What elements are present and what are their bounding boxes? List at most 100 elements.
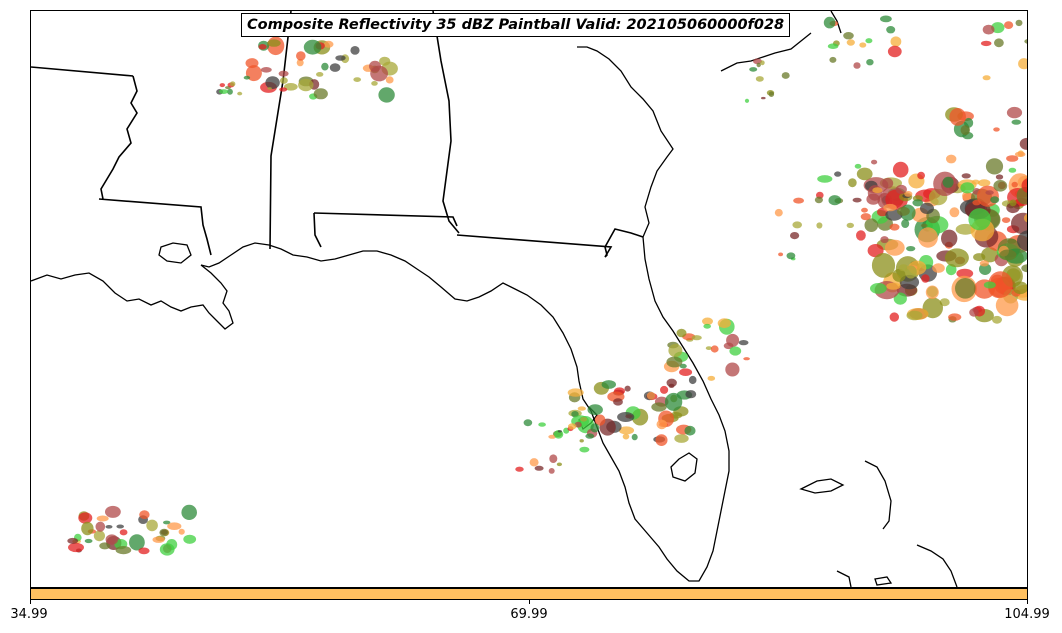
coast-louisiana — [31, 264, 234, 330]
reflectivity-blob — [651, 402, 667, 412]
reflectivity-blob — [972, 199, 981, 206]
reflectivity-blob — [557, 430, 562, 433]
reflectivity-blob — [792, 221, 802, 229]
reflectivity-blob — [985, 158, 1004, 175]
reflectivity-blob — [884, 239, 905, 256]
reflectivity-blob — [95, 521, 106, 532]
state-border-al-ga — [432, 11, 460, 234]
reflectivity-blob — [219, 83, 225, 88]
reflectivity-blob — [895, 184, 907, 195]
reflectivity-blob — [567, 388, 584, 397]
state-border-la-ms — [98, 198, 212, 256]
reflectivity-blob — [834, 171, 842, 177]
reflectivity-blob — [660, 385, 669, 394]
reflectivity-blob — [729, 346, 742, 356]
colorbar-tick-left — [30, 600, 31, 604]
reflectivity-blob — [1008, 167, 1017, 173]
reflectivity-blob — [749, 67, 758, 72]
reflectivity-blob — [1021, 264, 1027, 273]
reflectivity-blob — [335, 55, 346, 61]
reflectivity-blob — [78, 512, 93, 524]
reflectivity-blob — [973, 253, 986, 262]
reflectivity-blob — [631, 433, 638, 441]
reflectivity-blob — [183, 534, 197, 544]
reflectivity-blob — [1021, 178, 1027, 193]
reflectivity-blob — [889, 223, 900, 231]
reflectivity-blob — [778, 252, 784, 257]
reflectivity-blob — [983, 281, 996, 289]
reflectivity-blob — [378, 87, 395, 103]
reflectivity-blob — [880, 15, 892, 23]
reflectivity-blob — [738, 340, 749, 346]
reflectivity-blob — [816, 222, 823, 229]
reflectivity-blob — [956, 268, 974, 279]
reflectivity-blob — [105, 505, 121, 518]
reflectivity-blob — [84, 538, 93, 544]
reflectivity-blob — [886, 282, 901, 290]
coastline — [31, 11, 958, 587]
reflectivity-blob — [279, 87, 288, 92]
reflectivity-blob — [753, 58, 762, 65]
reflectivity-blob — [624, 385, 631, 392]
reflectivity-blob — [871, 159, 878, 165]
small-island — [874, 576, 893, 586]
reflectivity-blob — [793, 197, 804, 204]
reflectivity-blob — [313, 88, 328, 100]
cuba-coast-west — [836, 570, 852, 587]
colorbar-tick-mid — [529, 600, 530, 604]
coast-atlantic-ga-sc — [577, 46, 674, 238]
reflectivity-blob — [618, 426, 635, 435]
reflectivity-blob — [329, 63, 341, 72]
reflectivity-blob — [298, 78, 314, 92]
reflectivity-blob — [993, 127, 1000, 132]
reflectivity-blob — [872, 187, 883, 194]
state-border-ms-al — [269, 11, 292, 250]
reflectivity-blob — [710, 345, 719, 353]
reflectivity-blob — [871, 253, 896, 278]
reflectivity-blob — [846, 39, 855, 46]
reflectivity-blob — [856, 230, 866, 241]
reflectivity-blob — [790, 232, 800, 240]
reflectivity-blob — [1006, 106, 1023, 119]
reflectivity-blob — [860, 213, 871, 221]
reflectivity-blob — [979, 263, 992, 275]
reflectivity-blob — [848, 178, 857, 188]
reflectivity-blob — [702, 317, 713, 326]
reflectivity-blob — [181, 504, 197, 520]
reflectivity-blob — [861, 207, 868, 213]
state-border-ar-la — [31, 66, 134, 77]
reflectivity-blob — [674, 434, 689, 443]
reflectivity-blob — [538, 422, 546, 427]
reflectivity-blob — [892, 161, 909, 178]
reflectivity-blob — [601, 380, 616, 389]
reflectivity-blob — [1004, 21, 1014, 29]
reflectivity-blob — [852, 197, 862, 203]
reflectivity-blob — [856, 167, 873, 181]
reflectivity-blob — [353, 77, 362, 82]
reflectivity-blob — [167, 522, 182, 530]
reflectivity-blob — [230, 81, 236, 87]
reflectivity-blob — [579, 446, 590, 453]
reflectivity-blob — [864, 218, 879, 232]
lake-pontchartrain — [158, 242, 192, 264]
reflectivity-blob — [865, 38, 873, 44]
reflectivity-blob — [523, 419, 533, 427]
reflectivity-blob — [613, 398, 623, 406]
reflectivity-blob — [316, 72, 324, 77]
reflectivity-blob — [944, 248, 969, 268]
reflectivity-blob — [321, 62, 329, 71]
reflectivity-blob — [548, 468, 555, 474]
reflectivity-blob — [278, 70, 289, 77]
reflectivity-blob — [296, 58, 304, 67]
map-panel — [30, 10, 1028, 588]
reflectivity-blob — [99, 542, 111, 550]
reflectivity-blob — [617, 412, 635, 422]
reflectivity-blob — [385, 76, 394, 84]
reflectivity-blob — [684, 425, 696, 436]
reflectivity-blob — [323, 40, 334, 48]
reflectivity-blob — [280, 77, 288, 84]
reflectivity-blob — [1011, 212, 1027, 235]
reflectivity-blob — [859, 42, 867, 48]
reflectivity-blob — [880, 236, 889, 244]
reflectivity-blob — [371, 81, 378, 86]
